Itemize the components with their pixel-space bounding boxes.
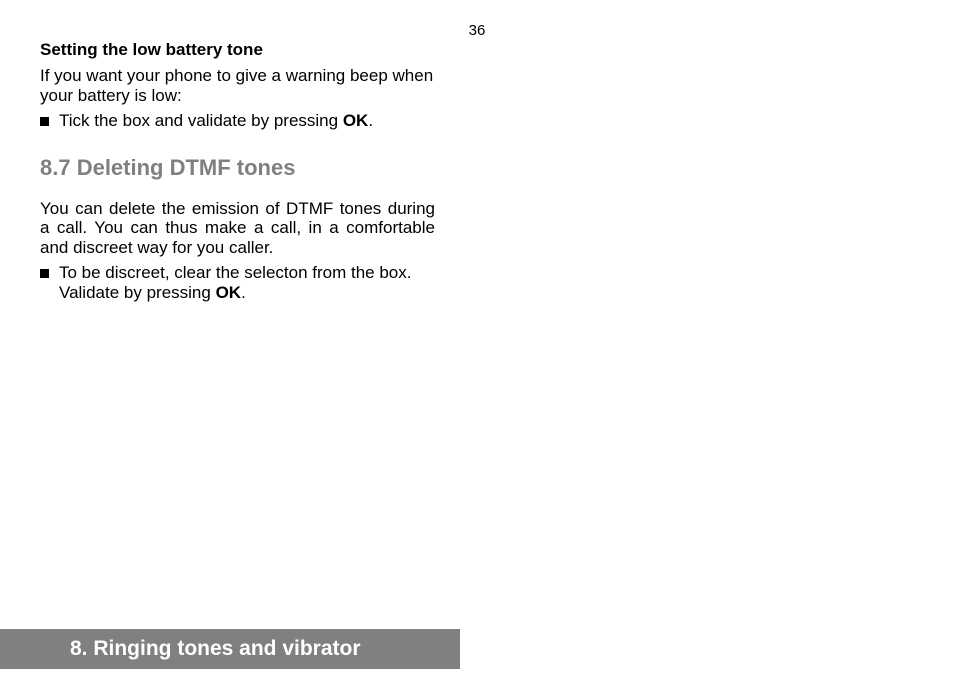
ok-label: OK: [343, 111, 369, 130]
bullet-item: To be discreet, clear the selecton from …: [40, 263, 435, 302]
square-bullet-icon: [40, 117, 49, 126]
ok-label: OK: [216, 283, 242, 302]
subheading-low-battery: Setting the low battery tone: [40, 40, 435, 60]
square-bullet-icon: [40, 269, 49, 278]
content-column: Setting the low battery tone If you want…: [40, 40, 435, 308]
footer-bar: 8. Ringing tones and vibrator: [0, 629, 460, 669]
intro-low-battery: If you want your phone to give a warning…: [40, 66, 435, 105]
bullet-text-low-battery: Tick the box and validate by pressing OK…: [59, 111, 435, 131]
intro-dtmf: You can delete the emission of DTMF tone…: [40, 199, 435, 258]
bullet-item: Tick the box and validate by pressing OK…: [40, 111, 435, 131]
bullet-text-dtmf: To be discreet, clear the selecton from …: [59, 263, 435, 302]
footer-title: 8. Ringing tones and vibrator: [70, 637, 361, 661]
bullet-post: .: [241, 283, 246, 302]
bullet-pre: Tick the box and validate by pressing: [59, 111, 343, 130]
bullet-post: .: [368, 111, 373, 130]
page-number: 36: [0, 22, 954, 39]
section-heading-dtmf: 8.7 Deleting DTMF tones: [40, 155, 435, 181]
